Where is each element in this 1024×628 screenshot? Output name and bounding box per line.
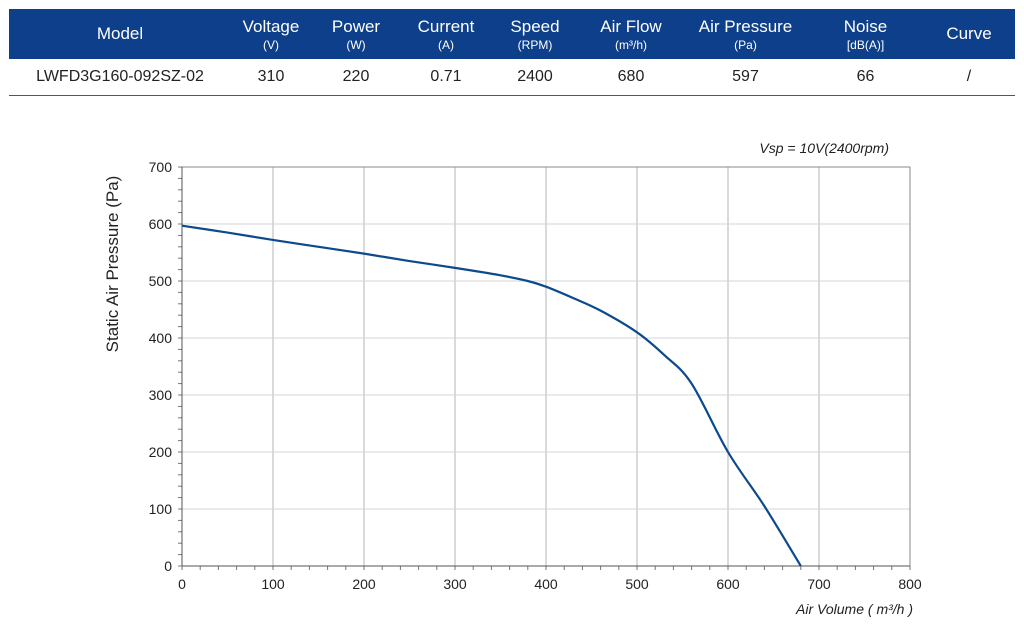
table-cell: 597 bbox=[683, 59, 808, 96]
column-header-label: Curve bbox=[946, 24, 992, 43]
column-header-label: Speed bbox=[510, 16, 560, 36]
column-header: Current (A) bbox=[401, 9, 491, 59]
y-tick-label: 300 bbox=[149, 387, 173, 403]
column-header-unit: (RPM) bbox=[517, 37, 553, 52]
table-cell: / bbox=[923, 59, 1015, 96]
x-tick-label: 600 bbox=[716, 576, 740, 592]
column-header-unit: (A) bbox=[438, 37, 454, 52]
column-header-label: Air Pressure bbox=[698, 16, 793, 36]
column-header-unit: (m³/h) bbox=[615, 37, 647, 52]
column-header: Voltage (V) bbox=[231, 9, 311, 59]
x-tick-label: 200 bbox=[352, 576, 376, 592]
y-tick-label: 200 bbox=[149, 444, 173, 460]
table-cell: 66 bbox=[808, 59, 923, 96]
x-tick-label: 700 bbox=[807, 576, 831, 592]
column-header: Model bbox=[9, 9, 231, 59]
column-header-label: Voltage bbox=[242, 16, 300, 36]
table-cell: LWFD3G160-092SZ-02 bbox=[9, 59, 231, 96]
axes: 0 100 200 300 400 500 600 700 800 0 100 200 300 400 50… bbox=[149, 159, 922, 592]
column-header-label: Noise bbox=[843, 16, 888, 36]
table-cell: 310 bbox=[231, 59, 311, 96]
y-axis-label: Static Air Pressure (Pa) bbox=[103, 176, 122, 353]
x-tick-label: 800 bbox=[898, 576, 922, 592]
grid bbox=[182, 166, 911, 566]
spec-table: Model Voltage (V) Power (W) Current (A) Speed (R… bbox=[9, 9, 1015, 96]
table-cell: 0.71 bbox=[401, 59, 491, 96]
column-header: Air Pressure (Pa) bbox=[683, 9, 808, 59]
x-tick-label: 100 bbox=[261, 576, 285, 592]
x-axis-label: Air Volume ( m³/h ) bbox=[795, 601, 913, 617]
column-header: Speed (RPM) bbox=[491, 9, 579, 59]
table-header-row: Model Voltage (V) Power (W) Current (A) Speed (R… bbox=[9, 9, 1015, 59]
chart-annotation: Vsp = 10V(2400rpm) bbox=[759, 140, 889, 156]
y-tick-label: 100 bbox=[149, 501, 173, 517]
table-cell: 2400 bbox=[491, 59, 579, 96]
y-tick-label: 500 bbox=[149, 273, 173, 289]
y-tick-label: 0 bbox=[164, 558, 172, 574]
column-header-unit: (V) bbox=[263, 37, 279, 52]
column-header-unit: [dB(A)] bbox=[846, 37, 885, 52]
x-tick-label: 300 bbox=[443, 576, 467, 592]
column-header-label: Power bbox=[331, 16, 381, 36]
column-header: Power (W) bbox=[311, 9, 401, 59]
series-line bbox=[181, 224, 802, 567]
y-tick-label: 600 bbox=[149, 216, 173, 232]
y-tick-label: 400 bbox=[149, 330, 173, 346]
x-tick-label: 500 bbox=[625, 576, 649, 592]
column-header-unit: (Pa) bbox=[734, 37, 757, 52]
column-header-label: Model bbox=[96, 24, 144, 43]
y-tick-label: 700 bbox=[149, 159, 173, 175]
column-header-label: Current bbox=[417, 16, 475, 36]
table-cell: 680 bbox=[579, 59, 683, 96]
x-tick-label: 400 bbox=[534, 576, 558, 592]
column-header: Noise [dB(A)] bbox=[808, 9, 923, 59]
column-header: Curve bbox=[923, 9, 1015, 59]
column-header: Air Flow (m³/h) bbox=[579, 9, 683, 59]
column-header-label: Air Flow bbox=[600, 16, 662, 36]
table-cell: 220 bbox=[311, 59, 401, 96]
series-layer bbox=[181, 224, 802, 567]
column-header-unit: (W) bbox=[346, 37, 366, 52]
x-tick-label: 0 bbox=[178, 576, 186, 592]
table-row: LWFD3G160-092SZ-02 310 220 0.71 2400 680 597 66… bbox=[9, 59, 1015, 96]
